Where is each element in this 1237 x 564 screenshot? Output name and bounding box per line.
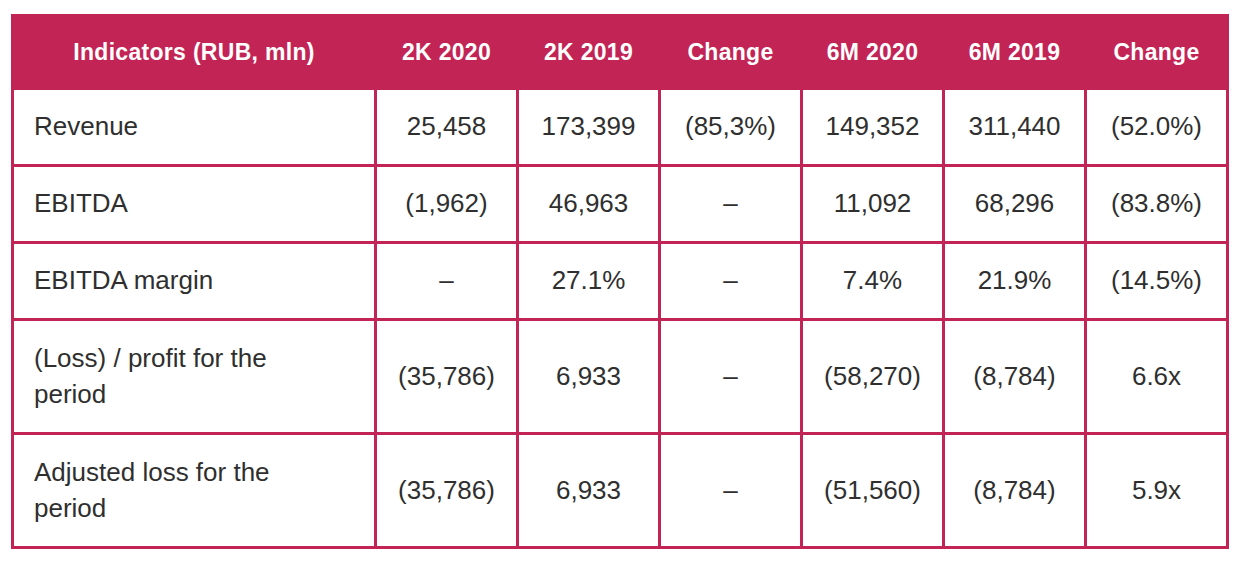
value-cell: 6.6x xyxy=(1086,320,1228,434)
value-cell: (85,3%) xyxy=(660,89,802,166)
value-cell: 25,458 xyxy=(376,89,518,166)
column-header-6m-2019: 6M 2019 xyxy=(944,16,1086,89)
value-cell: 21.9% xyxy=(944,243,1086,320)
value-cell: – xyxy=(660,320,802,434)
page-container: Indicators (RUB, mln) 2K 2020 2K 2019 Ch… xyxy=(0,0,1237,563)
value-cell: – xyxy=(376,243,518,320)
table-row-ebitda-margin: EBITDA margin – 27.1% – 7.4% 21.9% (14.5… xyxy=(13,243,1228,320)
value-cell: (8,784) xyxy=(944,320,1086,434)
value-cell: 5.9x xyxy=(1086,434,1228,548)
column-header-2k-2019: 2K 2019 xyxy=(518,16,660,89)
value-cell: 149,352 xyxy=(802,89,944,166)
value-cell: 173,399 xyxy=(518,89,660,166)
table-row-adjusted-loss-for-period: Adjusted loss for the period (35,786) 6,… xyxy=(13,434,1228,548)
value-cell: 6,933 xyxy=(518,434,660,548)
column-header-indicators: Indicators (RUB, mln) xyxy=(13,16,376,89)
value-cell: 311,440 xyxy=(944,89,1086,166)
row-label-loss-profit-for-period: (Loss) / profit for the period xyxy=(13,320,376,434)
value-cell: – xyxy=(660,434,802,548)
value-cell: (51,560) xyxy=(802,434,944,548)
value-cell: (14.5%) xyxy=(1086,243,1228,320)
row-label-ebitda-margin: EBITDA margin xyxy=(13,243,376,320)
financial-indicators-table: Indicators (RUB, mln) 2K 2020 2K 2019 Ch… xyxy=(11,14,1229,549)
value-cell: (83.8%) xyxy=(1086,166,1228,243)
value-cell: – xyxy=(660,243,802,320)
value-cell: 7.4% xyxy=(802,243,944,320)
row-label-adjusted-loss-for-period: Adjusted loss for the period xyxy=(13,434,376,548)
column-header-2k-2020: 2K 2020 xyxy=(376,16,518,89)
value-cell: (1,962) xyxy=(376,166,518,243)
row-label-revenue: Revenue xyxy=(13,89,376,166)
table-row-ebitda: EBITDA (1,962) 46,963 – 11,092 68,296 (8… xyxy=(13,166,1228,243)
value-cell: (35,786) xyxy=(376,434,518,548)
row-label-ebitda: EBITDA xyxy=(13,166,376,243)
table-row-loss-profit-for-period: (Loss) / profit for the period (35,786) … xyxy=(13,320,1228,434)
header-row: Indicators (RUB, mln) 2K 2020 2K 2019 Ch… xyxy=(13,16,1228,89)
column-header-6m-2020: 6M 2020 xyxy=(802,16,944,89)
table-row-revenue: Revenue 25,458 173,399 (85,3%) 149,352 3… xyxy=(13,89,1228,166)
value-cell: 46,963 xyxy=(518,166,660,243)
value-cell: 6,933 xyxy=(518,320,660,434)
value-cell: (8,784) xyxy=(944,434,1086,548)
value-cell: 27.1% xyxy=(518,243,660,320)
column-header-change-quarter: Change xyxy=(660,16,802,89)
value-cell: (35,786) xyxy=(376,320,518,434)
value-cell: – xyxy=(660,166,802,243)
value-cell: 68,296 xyxy=(944,166,1086,243)
column-header-change-halfyear: Change xyxy=(1086,16,1228,89)
value-cell: (52.0%) xyxy=(1086,89,1228,166)
value-cell: (58,270) xyxy=(802,320,944,434)
value-cell: 11,092 xyxy=(802,166,944,243)
